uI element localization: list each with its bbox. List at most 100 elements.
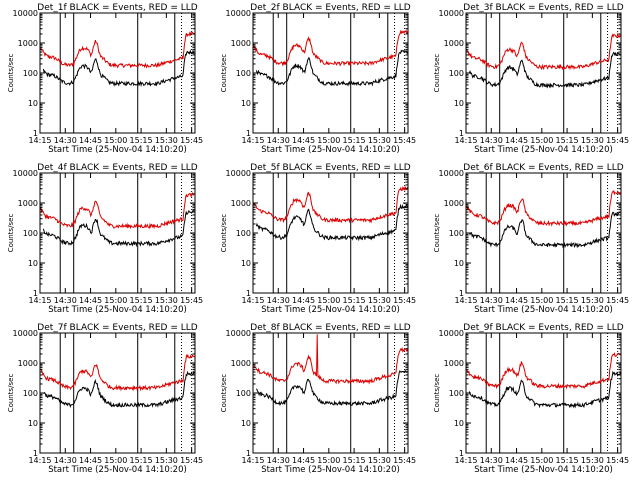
series-line-lld [40,31,195,69]
x-axis-label: Start Time (25-Nov-04 14:10:20) [261,305,400,315]
panel-6: Det_6f BLACK = Events, RED = LLD 1 10 100 10… [433,163,629,315]
y-tick-label: 1000 [18,199,38,208]
y-tick-label: 10 [28,259,38,268]
panel-5: Det_5f BLACK = Events, RED = LLD 1 10 100 10… [220,163,416,315]
series-line-events [468,211,621,249]
series-line-events [42,210,195,248]
y-tick-label: 10000 [439,329,464,338]
x-tick-label: 14:45 [292,456,315,465]
x-axis-label: Start Time (25-Nov-04 14:10:20) [48,305,187,315]
y-tick-label: 1 [246,129,251,138]
x-tick-label: 15:00 [530,136,553,145]
plot-frame [465,12,622,134]
x-tick-label: 15:00 [104,296,127,305]
y-tick-label: 100 [449,69,464,78]
x-tick-label: 15:30 [155,136,178,145]
y-tick-label: 100 [449,389,464,398]
series-line-lld [466,189,621,227]
x-tick-label: 14:30 [267,136,290,145]
y-tick-label: 100 [23,69,38,78]
x-tick-label: 14:45 [505,296,528,305]
series-line-events [255,49,408,87]
y-tick-label: 1 [459,289,464,298]
y-tick-label: 10000 [226,169,251,178]
plot-frame [465,332,622,454]
x-tick-label: 14:15 [454,296,477,305]
x-axis-label: Start Time (25-Nov-04 14:10:20) [474,145,613,155]
y-tick-label: 10000 [226,329,251,338]
panel-title: Det_9f BLACK = Events, RED = LLD [463,323,623,333]
plot-frame [39,12,196,134]
panel-1: Det_1f BLACK = Events, RED = LLD 1 10 100 10… [7,3,203,155]
y-tick-label: 1 [33,449,38,458]
y-tick-label: 1000 [231,39,251,48]
x-tick-label: 15:30 [368,296,391,305]
x-axis-label: Start Time (25-Nov-04 14:10:20) [261,145,400,155]
series-line-events [255,369,408,407]
x-tick-label: 14:30 [54,136,77,145]
y-axis-label: Counts/sec [7,54,15,93]
x-tick-label: 14:15 [241,456,264,465]
panel-3: Det_3f BLACK = Events, RED = LLD 1 10 100 10… [433,3,629,155]
y-tick-label: 1 [246,449,251,458]
panel-2: Det_2f BLACK = Events, RED = LLD 1 10 100 10… [220,3,416,155]
series-line-events [255,203,408,242]
y-tick-label: 10000 [439,169,464,178]
y-tick-label: 1 [246,289,251,298]
y-tick-label: 1 [459,449,464,458]
x-tick-label: 14:30 [480,296,503,305]
x-tick-label: 15:00 [317,136,340,145]
panel-title: Det_8f BLACK = Events, RED = LLD [250,323,410,333]
x-tick-label: 14:15 [28,456,51,465]
series-line-lld [466,352,621,390]
x-tick-label: 14:45 [505,136,528,145]
panel-8: Det_8f BLACK = Events, RED = LLD 1 10 100 10… [220,323,416,475]
y-tick-label: 100 [236,389,251,398]
y-axis-label: Counts/sec [433,214,441,253]
x-tick-label: 14:30 [267,456,290,465]
series-line-events [42,49,195,88]
x-tick-label: 15:30 [155,296,178,305]
panel-title: Det_6f BLACK = Events, RED = LLD [463,163,623,173]
y-tick-label: 100 [23,389,38,398]
series-line-lld [253,334,408,385]
x-axis-label: Start Time (25-Nov-04 14:10:20) [474,305,613,315]
x-tick-label: 14:45 [292,136,315,145]
x-tick-label: 15:15 [343,296,366,305]
x-tick-label: 15:30 [581,136,604,145]
x-tick-label: 14:15 [241,136,264,145]
y-axis-label: Counts/sec [7,374,15,413]
y-tick-label: 1000 [444,39,464,48]
y-axis-label: Counts/sec [433,374,441,413]
x-tick-label: 14:15 [241,296,264,305]
x-tick-label: 15:15 [556,136,579,145]
y-axis-label: Counts/sec [220,54,228,93]
x-axis-label: Start Time (25-Nov-04 14:10:20) [48,145,187,155]
x-tick-label: 15:00 [317,456,340,465]
panel-title: Det_4f BLACK = Events, RED = LLD [37,163,197,173]
series-line-lld [253,29,408,67]
y-tick-label: 10 [454,259,464,268]
x-tick-label: 15:45 [606,456,629,465]
plot-frame [39,172,196,294]
panel-9: Det_9f BLACK = Events, RED = LLD 1 10 100 10… [433,323,629,475]
x-tick-label: 15:30 [581,296,604,305]
x-tick-label: 15:45 [606,296,629,305]
x-tick-label: 14:45 [505,456,528,465]
x-tick-label: 15:15 [343,456,366,465]
y-tick-label: 10 [241,99,251,108]
y-axis-label: Counts/sec [220,214,228,253]
y-tick-label: 1000 [444,199,464,208]
x-tick-label: 15:00 [530,296,553,305]
x-axis-label: Start Time (25-Nov-04 14:10:20) [474,465,613,475]
x-tick-label: 15:45 [180,136,203,145]
y-tick-label: 10000 [13,329,38,338]
y-tick-label: 100 [449,229,464,238]
series-line-events [43,370,195,409]
plot-frame [252,332,409,454]
x-tick-label: 14:45 [292,296,315,305]
x-tick-label: 15:30 [581,456,604,465]
y-tick-label: 10 [454,99,464,108]
y-tick-label: 10000 [439,9,464,18]
panel-4: Det_4f BLACK = Events, RED = LLD 1 10 100 10… [7,163,203,315]
